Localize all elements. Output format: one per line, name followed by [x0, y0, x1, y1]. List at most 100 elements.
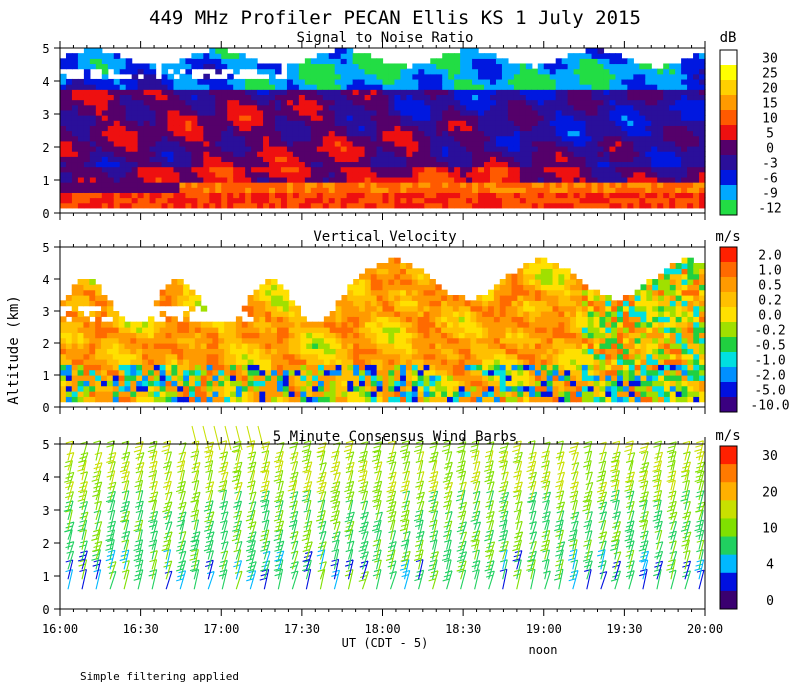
snr-cell	[681, 161, 688, 168]
snr-cell	[436, 68, 443, 75]
snr-cell	[340, 202, 348, 209]
snr-cell	[603, 166, 611, 173]
snr-cell	[310, 171, 318, 178]
snr-cell	[687, 63, 694, 70]
vvel-cell	[136, 348, 143, 355]
snr-cell	[382, 202, 390, 209]
vvel-cell	[534, 279, 542, 285]
snr-cell	[597, 115, 605, 121]
vvel-cell	[71, 348, 79, 355]
vvel-cell	[89, 327, 96, 333]
snr-cell	[615, 58, 622, 65]
snr-cell	[346, 94, 354, 101]
snr-cell	[627, 187, 634, 193]
vvel-cell	[206, 380, 214, 387]
snr-cell	[567, 78, 575, 85]
vvel-cell	[341, 380, 348, 387]
snr-cell	[549, 151, 557, 157]
snr-cell	[585, 73, 593, 80]
snr-cell	[364, 197, 372, 204]
snr-cell	[597, 109, 605, 116]
snr-cell	[436, 140, 443, 147]
vvel-cell	[523, 295, 530, 301]
snr-cell	[83, 115, 91, 121]
snr-cell	[370, 130, 378, 137]
snr-cell	[233, 197, 240, 204]
vvel-cell	[335, 380, 343, 387]
vvel-cell	[83, 369, 90, 376]
snr-cell	[358, 156, 366, 163]
snr-cell	[663, 130, 670, 137]
vvel-cell	[347, 396, 354, 403]
snr-cell	[699, 166, 706, 173]
snr-cell	[245, 115, 252, 121]
vvel-cell	[335, 305, 343, 312]
vvel-cell	[253, 380, 260, 387]
snr-cell	[406, 161, 413, 168]
snr-cell	[460, 89, 467, 96]
vvel-cell	[347, 343, 354, 349]
vvel-cell	[505, 273, 513, 280]
vvel-cell	[376, 385, 384, 392]
snr-cell	[107, 151, 115, 157]
snr-cell	[286, 78, 294, 85]
snr-cell	[501, 130, 509, 137]
snr-cell	[621, 94, 628, 101]
vvel-cell	[359, 396, 366, 403]
vvel-cell	[470, 348, 477, 355]
snr-cell	[466, 166, 473, 173]
vvel-cell	[476, 305, 483, 312]
snr-cell	[155, 182, 163, 188]
vvel-cell	[388, 273, 395, 280]
snr-cell	[412, 197, 419, 204]
snr-cell	[101, 140, 109, 147]
vvel-cell	[171, 359, 178, 365]
vvel-cell	[253, 337, 260, 344]
snr-cell	[179, 89, 187, 96]
vvel-cell	[405, 311, 413, 317]
vvel-cell	[511, 311, 518, 317]
vvel-cell	[400, 364, 407, 371]
snr-cell	[239, 115, 246, 121]
snr-cell	[669, 145, 676, 152]
snr-cell	[573, 192, 581, 199]
vvel-cell	[288, 348, 296, 355]
snr-cell	[125, 151, 133, 157]
snr-cell	[567, 145, 575, 152]
snr-cell	[364, 63, 372, 70]
vvel-cell	[95, 396, 102, 403]
snr-cell	[651, 202, 658, 209]
snr-cell	[442, 197, 449, 204]
vvel-cell	[112, 337, 120, 344]
vvel-cell	[247, 359, 255, 365]
vvel-cell	[218, 369, 225, 376]
vvel-cell	[341, 369, 348, 376]
vvel-cell	[83, 353, 90, 360]
snr-cell	[603, 135, 611, 142]
vvel-cell	[118, 353, 126, 360]
snr-cell	[436, 171, 443, 178]
snr-cell	[573, 53, 581, 59]
snr-cell	[119, 68, 127, 75]
snr-cell	[633, 68, 640, 75]
snr-cell	[495, 187, 503, 193]
vvel-cell	[505, 321, 513, 328]
snr-cell	[215, 109, 222, 116]
snr-cell	[388, 156, 396, 163]
vvel-cell	[241, 391, 249, 397]
snr-cell	[633, 145, 640, 152]
vvel-cell	[147, 327, 155, 333]
snr-cell	[597, 192, 605, 199]
snr-cell	[442, 171, 449, 178]
vvel-cell	[394, 337, 401, 344]
snr-cell	[484, 73, 491, 80]
snr-cell	[567, 135, 575, 142]
snr-cell	[699, 68, 706, 75]
snr-cell	[543, 63, 551, 70]
snr-cell	[149, 156, 157, 163]
snr-cell	[310, 151, 318, 157]
snr-cell	[675, 73, 682, 80]
snr-cell	[328, 120, 336, 126]
vvel-cell	[142, 321, 149, 328]
vvel-cell	[276, 337, 284, 344]
